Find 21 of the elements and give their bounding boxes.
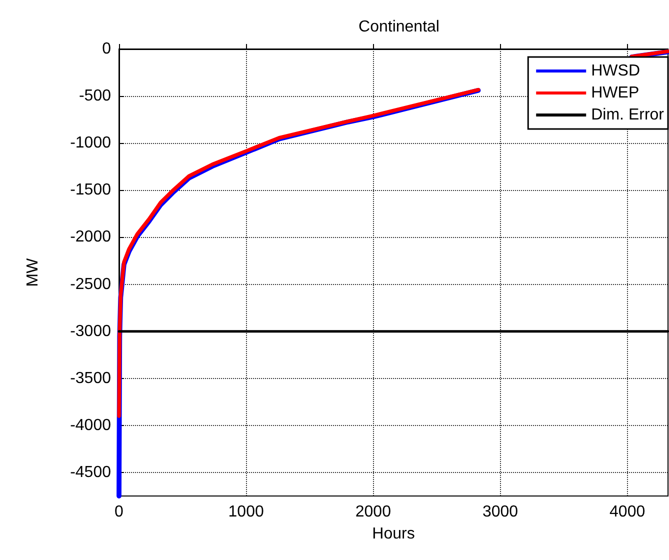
x-tick-label: 1000 xyxy=(228,504,264,520)
y-tick-label: -4000 xyxy=(70,416,112,434)
x-axis-title: Hours xyxy=(372,526,415,542)
y-axis-title: MW xyxy=(24,257,42,287)
y-tick-label: -500 xyxy=(78,88,112,105)
x-tick-label: 4000 xyxy=(610,504,646,520)
legend-label: HWSD xyxy=(591,62,640,80)
x-tick-label: 0 xyxy=(114,504,124,520)
y-tick-label: -4500 xyxy=(70,464,112,481)
legend-label: HWEP xyxy=(591,84,640,102)
y-tick-label: -1000 xyxy=(70,134,112,152)
x-tick-label: 3000 xyxy=(482,504,518,520)
y-tick-label: -2500 xyxy=(70,276,112,293)
x-tick-label: 2000 xyxy=(355,504,392,520)
y-tick-label: -3000 xyxy=(70,322,112,340)
legend-label: Dim. Error xyxy=(591,106,665,124)
y-tick-label: -2000 xyxy=(70,228,112,246)
y-tick-label: 0 xyxy=(102,40,112,58)
chart-title: Continental xyxy=(358,18,440,36)
y-tick-label: -1500 xyxy=(70,182,112,199)
y-tick-label: -3500 xyxy=(70,370,112,387)
